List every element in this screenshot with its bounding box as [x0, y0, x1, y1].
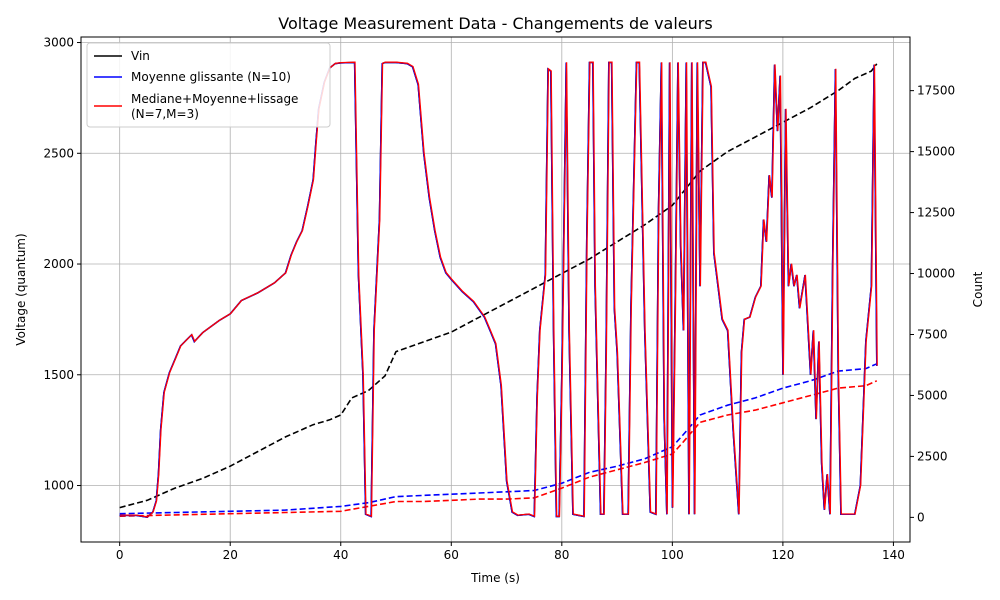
count-line-vin: [120, 64, 877, 508]
y2-tick-label-17500: 17500: [917, 84, 955, 98]
x-tick-label-40: 40: [333, 548, 348, 562]
x-tick-label-100: 100: [661, 548, 684, 562]
legend-label-moyenne: Moyenne glissante (N=10): [131, 70, 291, 84]
legend: Vin Moyenne glissante (N=10) Mediane+Moy…: [87, 43, 330, 127]
x-axis-label: Time (s): [470, 571, 520, 585]
x-tick-label-0: 0: [116, 548, 124, 562]
y2-tick-label-10000: 10000: [917, 267, 955, 281]
y-tick-label-2000: 2000: [43, 257, 74, 271]
count-line-mediane-moyenne-lissage: [120, 381, 877, 516]
voltage-line-mediane-lissage: [120, 62, 877, 517]
voltage-line-moyenne-glissante: [120, 63, 877, 518]
y2-axis-label: Count: [971, 271, 985, 307]
y-tick-label-1500: 1500: [43, 368, 74, 382]
y2-tick-label-5000: 5000: [917, 388, 948, 402]
voltage-series: [120, 62, 877, 517]
y2-tick-label-15000: 15000: [917, 145, 955, 159]
x-tick-label-140: 140: [882, 548, 905, 562]
y-tick-label-1000: 1000: [43, 479, 74, 493]
y2-tick-label-12500: 12500: [917, 206, 955, 220]
y-tick-label-3000: 3000: [43, 36, 74, 50]
x-tick-label-20: 20: [223, 548, 238, 562]
x-tick-label-80: 80: [554, 548, 569, 562]
chart-title: Voltage Measurement Data - Changements d…: [278, 14, 712, 33]
x-tick-label-120: 120: [771, 548, 794, 562]
count-line-moyenne-glissante-n-10: [120, 364, 877, 514]
legend-label-mediane: Mediane+Moyenne+lissage: [131, 92, 298, 106]
y2-tick-label-7500: 7500: [917, 327, 948, 341]
legend-label-vin: Vin: [131, 49, 150, 63]
voltage-line-vin: [120, 63, 877, 518]
count-series: [120, 64, 877, 516]
y2-tick-label-0: 0: [917, 510, 925, 524]
legend-box: [87, 43, 330, 127]
y2-tick-label-2500: 2500: [917, 449, 948, 463]
legend-label-mediane-line2: (N=7,M=3): [131, 107, 199, 121]
x-tick-label-60: 60: [444, 548, 459, 562]
y-tick-label-2500: 2500: [43, 146, 74, 160]
y-axis-label: Voltage (quantum): [14, 233, 28, 345]
